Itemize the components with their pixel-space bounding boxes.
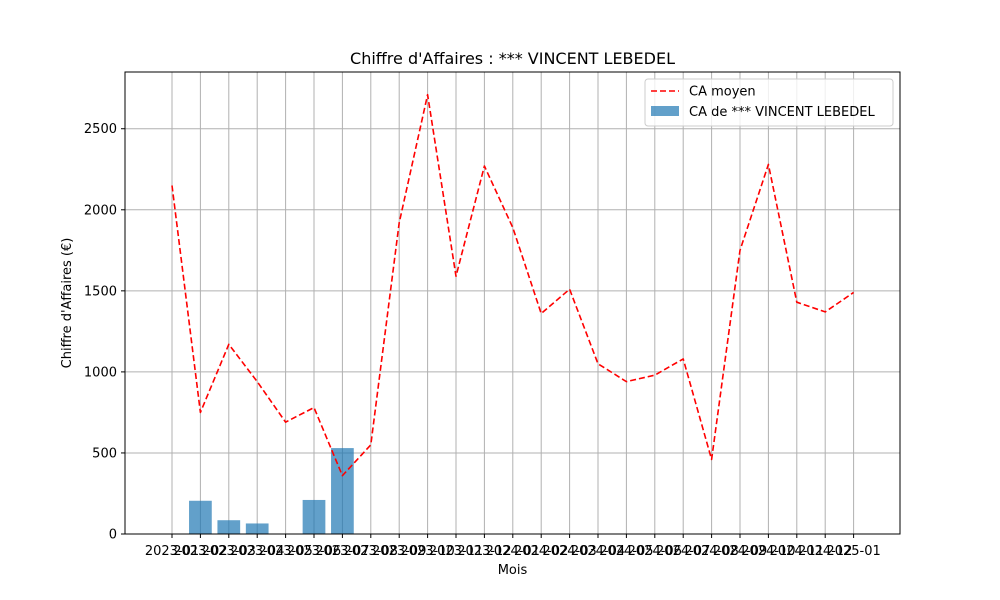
bar [331, 448, 354, 534]
y-tick-label: 500 [92, 446, 117, 461]
legend-swatch-ca-vincent-lebedel [651, 106, 679, 116]
y-tick-label: 1000 [84, 365, 117, 380]
x-axis-title: Mois [498, 563, 528, 578]
x-tick-label: 2024-12 [798, 544, 852, 559]
x-tick-label: 2024-05 [599, 544, 653, 559]
x-tick-label: 2023-01 [145, 544, 199, 559]
x-tick-label: 2024-03 [542, 544, 596, 559]
x-tick-label: 2024-07 [656, 544, 710, 559]
axes: 2023-012023-022023-032023-042023-052023-… [84, 122, 881, 559]
legend-box [644, 78, 894, 127]
x-tick-label: 2023-06 [287, 544, 341, 559]
legend-label-ca-moyen: CA moyen [689, 85, 756, 100]
bar-series [189, 448, 354, 534]
x-tick-label: 2024-02 [514, 544, 568, 559]
y-tick-label: 1500 [84, 284, 117, 299]
x-tick-label: 2023-05 [258, 544, 312, 559]
x-tick-label: 2023-03 [202, 544, 256, 559]
x-tick-label: 2023-08 [344, 544, 398, 559]
bar [302, 499, 326, 534]
x-tick-label: 2024-10 [741, 544, 795, 559]
y-axis-title: Chiffre d'Affaires (€) [60, 238, 75, 369]
x-tick-label: 2023-02 [173, 544, 227, 559]
line-series-ca-moyen [171, 93, 855, 477]
bar [217, 520, 241, 534]
y-tick-label: 2000 [84, 203, 117, 218]
legend-label-ca-vincent-lebedel: CA de *** VINCENT LEBEDEL [689, 105, 875, 120]
x-tick-label: 2023-10 [400, 544, 454, 559]
x-tick-label: 2025-01 [826, 544, 880, 559]
legend: CA moyen CA de *** VINCENT LEBEDEL [644, 78, 894, 127]
grid-lines [125, 72, 900, 535]
x-tick-label: 2023-07 [315, 544, 369, 559]
bar [245, 523, 269, 534]
x-tick-label: 2024-06 [628, 544, 682, 559]
x-tick-label: 2023-12 [457, 544, 511, 559]
bar [189, 500, 212, 534]
x-tick-label: 2023-09 [372, 544, 426, 559]
chart-title: Chiffre d'Affaires : *** VINCENT LEBEDEL [350, 49, 675, 68]
y-tick-label: 0 [109, 528, 117, 543]
x-tick-label: 2023-11 [429, 544, 483, 559]
x-tick-label: 2024-11 [770, 544, 824, 559]
x-tick-label: 2024-01 [486, 544, 540, 559]
y-tick-label: 2500 [84, 122, 117, 137]
x-tick-label: 2024-09 [713, 544, 767, 559]
line-series [171, 93, 855, 477]
x-tick-label: 2024-04 [571, 544, 625, 559]
x-tick-label: 2024-08 [684, 544, 738, 559]
x-tick-label: 2023-04 [230, 544, 284, 559]
